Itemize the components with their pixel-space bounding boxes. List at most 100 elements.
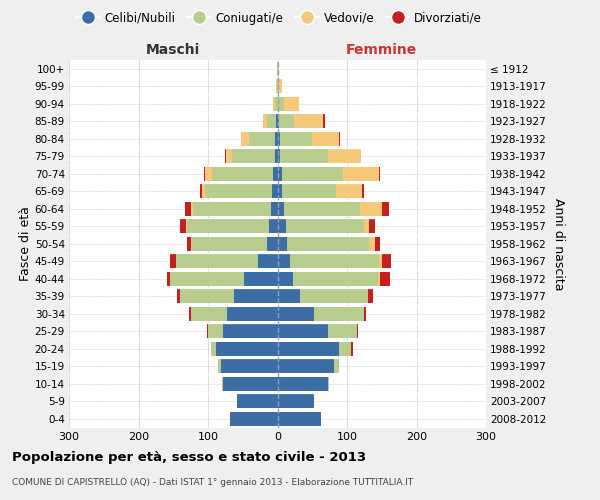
Bar (275, 149, 277, 164)
Bar (277, 184, 281, 198)
Bar (277, 96, 278, 111)
Bar (277, 394, 314, 408)
Bar (170, 254, 176, 268)
Bar (277, 289, 300, 304)
Bar (382, 202, 389, 216)
Bar (222, 376, 223, 391)
Bar (277, 114, 279, 128)
Bar (351, 342, 353, 356)
Bar (180, 289, 235, 304)
Bar (244, 272, 277, 286)
Bar (284, 96, 299, 111)
Bar (334, 359, 338, 374)
Bar (205, 184, 272, 198)
Bar (180, 219, 186, 234)
Bar (241, 132, 249, 146)
Bar (235, 289, 277, 304)
Bar (379, 166, 380, 181)
Bar (328, 324, 357, 338)
Bar (187, 236, 191, 251)
Bar (375, 236, 380, 251)
Bar (277, 219, 286, 234)
Bar (208, 324, 223, 338)
Bar (274, 166, 277, 181)
Bar (380, 272, 390, 286)
Bar (224, 149, 226, 164)
Text: Popolazione per età, sesso e stato civile - 2013: Popolazione per età, sesso e stato civil… (12, 451, 366, 464)
Bar (279, 79, 281, 94)
Bar (221, 359, 277, 374)
Bar (277, 376, 328, 391)
Bar (277, 166, 281, 181)
Bar (185, 202, 191, 216)
Bar (280, 132, 312, 146)
Bar (277, 324, 328, 338)
Bar (277, 306, 314, 321)
Bar (269, 219, 277, 234)
Bar (323, 114, 325, 128)
Bar (232, 149, 275, 164)
Bar (277, 149, 280, 164)
Bar (293, 272, 377, 286)
Bar (364, 306, 367, 321)
Bar (277, 202, 284, 216)
Bar (249, 132, 275, 146)
Bar (281, 166, 343, 181)
Bar (284, 202, 359, 216)
Bar (275, 96, 277, 111)
Bar (206, 324, 208, 338)
Bar (328, 149, 361, 164)
Bar (237, 394, 277, 408)
Bar (287, 236, 369, 251)
Text: COMUNE DI CAPISTRELLO (AQ) - Dati ISTAT 1° gennaio 2013 - Elaborazione TUTTITALI: COMUNE DI CAPISTRELLO (AQ) - Dati ISTAT … (12, 478, 413, 487)
Bar (277, 272, 293, 286)
Bar (191, 306, 227, 321)
Bar (205, 166, 212, 181)
Bar (176, 254, 258, 268)
Bar (369, 219, 375, 234)
Bar (226, 149, 232, 164)
Bar (314, 306, 364, 321)
Text: Femmine: Femmine (346, 42, 418, 56)
Bar (274, 96, 275, 111)
Bar (338, 342, 351, 356)
Bar (357, 324, 358, 338)
Bar (223, 324, 277, 338)
Bar (186, 219, 187, 234)
Bar (276, 114, 277, 128)
Y-axis label: Anni di nascita: Anni di nascita (553, 198, 565, 290)
Bar (275, 132, 277, 146)
Bar (223, 376, 277, 391)
Bar (258, 254, 277, 268)
Bar (277, 62, 278, 76)
Bar (338, 132, 340, 146)
Bar (343, 166, 379, 181)
Bar (382, 254, 391, 268)
Bar (267, 114, 276, 128)
Bar (170, 272, 244, 286)
Bar (368, 289, 373, 304)
Bar (277, 342, 338, 356)
Bar (359, 202, 382, 216)
Text: Maschi: Maschi (146, 42, 200, 56)
Bar (191, 236, 192, 251)
Bar (312, 132, 338, 146)
Bar (204, 166, 205, 181)
Bar (281, 184, 336, 198)
Bar (187, 219, 269, 234)
Bar (294, 114, 323, 128)
Bar (278, 96, 284, 111)
Bar (364, 219, 369, 234)
Bar (227, 306, 277, 321)
Bar (272, 184, 277, 198)
Bar (263, 114, 267, 128)
Bar (277, 254, 290, 268)
Bar (328, 376, 329, 391)
Legend: Celibi/Nubili, Coniugati/e, Vedovi/e, Divorziati/e: Celibi/Nubili, Coniugati/e, Vedovi/e, Di… (71, 7, 487, 30)
Bar (277, 236, 287, 251)
Bar (286, 219, 364, 234)
Bar (193, 202, 271, 216)
Bar (202, 184, 205, 198)
Bar (177, 289, 180, 304)
Bar (377, 272, 380, 286)
